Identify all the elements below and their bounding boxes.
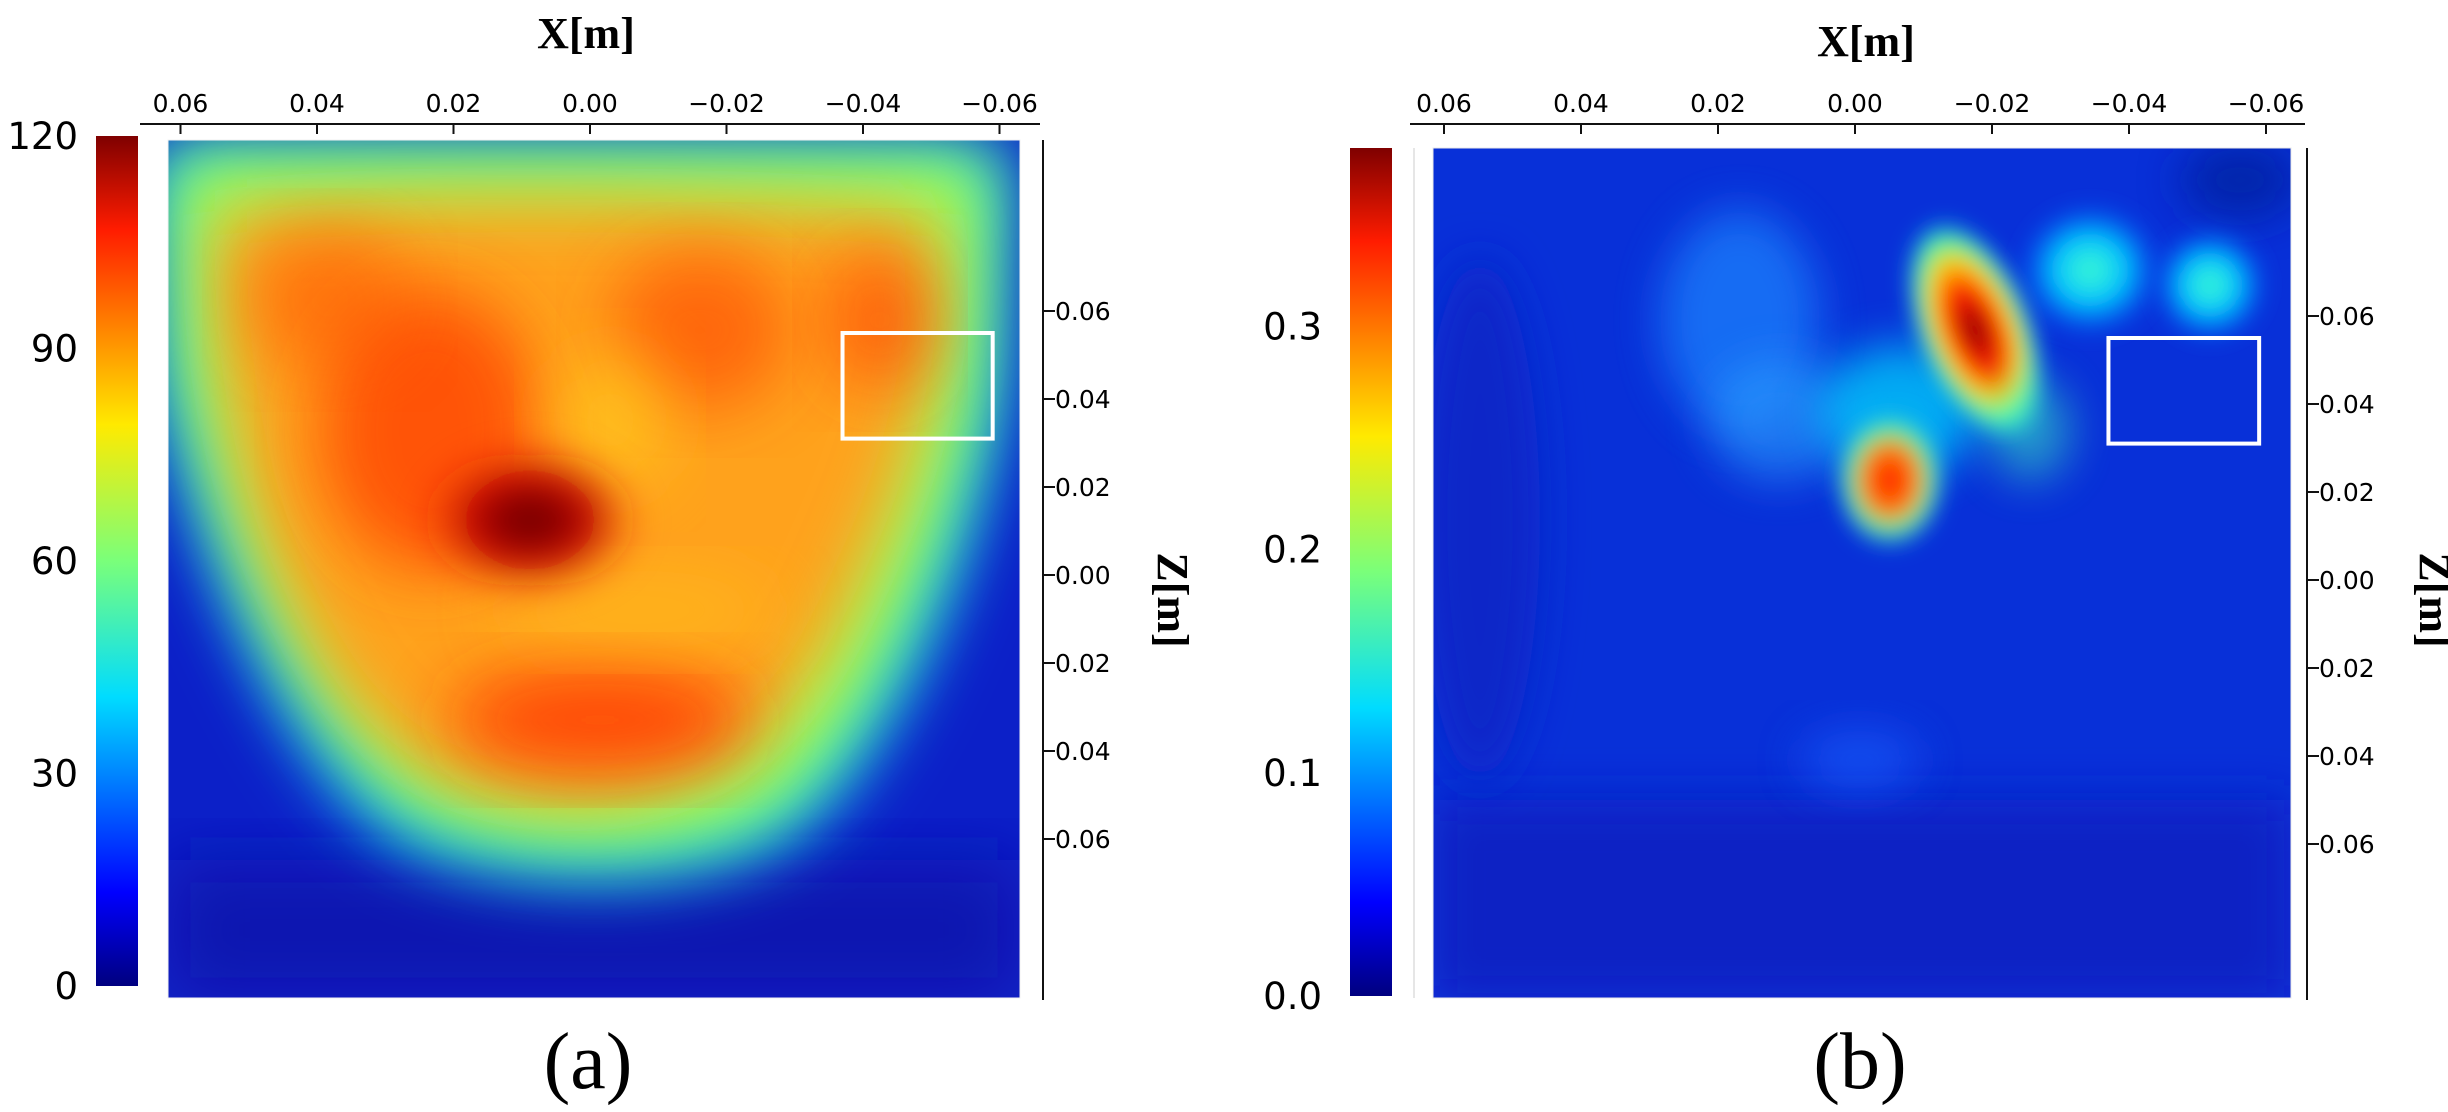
colorbar-tick-label-a: 0: [54, 965, 78, 1008]
colorbar-tick-label-a: 30: [31, 753, 78, 796]
panel-label-b: (b): [1813, 1018, 1906, 1106]
panel-label-a: (a): [544, 1018, 633, 1106]
colorbar-tick-label-a: 120: [7, 115, 78, 158]
z-tick-label-a: 0.02: [1055, 473, 1111, 502]
z-tick-label-b: 0.02: [2319, 654, 2375, 683]
colorbar-tick-label-b: 0.2: [1263, 529, 1322, 572]
x-tick-label-a: 0.00: [562, 89, 618, 118]
x-tick-label-a: −0.02: [688, 89, 765, 118]
z-tick-label-b: 0.06: [2319, 830, 2375, 859]
x-tick-label-a: 0.04: [289, 89, 345, 118]
x-tick-label-a: −0.06: [961, 89, 1038, 118]
colorbar-tick-label-a: 90: [31, 328, 78, 371]
roi-box-a: [840, 331, 995, 441]
z-ticks-b: 0.06 0.04 0.02 0.00 0.02 0.04 0.06: [2307, 302, 2375, 859]
colorbar-ticks-b: 0.0 0.1 0.2 0.3: [1263, 306, 1322, 1018]
z-tick-label-b: 0.02: [2319, 478, 2375, 507]
x-tick-label-b: −0.06: [2228, 89, 2305, 118]
heatmap-b: [1433, 148, 2291, 998]
x-ticks-a: 0.06 0.04 0.02 0.00 −0.02 −0.04 −0.06: [153, 89, 1038, 134]
panel-b: 0.06 0.04 0.02 0.00 −0.02 −0.04 −0.06 X[m] 0.0…: [1263, 17, 2448, 1106]
colorbar-b: [1350, 148, 1392, 996]
x-tick-label-b: 0.04: [1553, 89, 1609, 118]
z-ticks-a: 0.06 0.04 0.02 0.00 0.02 0.04 0.06: [1043, 297, 1111, 854]
z-tick-label-a: 0.04: [1055, 385, 1111, 414]
z-tick-label-a: 0.06: [1055, 297, 1111, 326]
plot-frame-a: [167, 139, 1021, 999]
plot-frame-b: [1432, 147, 2292, 999]
x-tick-label-b: 0.02: [1690, 89, 1746, 118]
colorbar-ticks-a: 0 30 60 90 120: [7, 115, 78, 1008]
z-tick-label-a: 0.04: [1055, 737, 1111, 766]
x-axis-label-b: X[m]: [1817, 17, 1915, 66]
colorbar-tick-label-b: 0.3: [1263, 306, 1322, 349]
roi-box-b: [2106, 336, 2262, 446]
colorbar-tick-label-b: 0.1: [1263, 752, 1322, 795]
colorbar-a: [96, 136, 138, 986]
heatmap-a: [168, 140, 1020, 998]
z-axis-label-a: Z[m]: [1148, 552, 1197, 647]
x-tick-label-b: 0.06: [1416, 89, 1472, 118]
x-axis-label-a: X[m]: [537, 9, 635, 58]
colorbar-tick-label-a: 60: [31, 540, 78, 583]
x-tick-label-b: −0.04: [2091, 89, 2168, 118]
z-tick-label-b: 0.04: [2319, 390, 2375, 419]
z-tick-label-a: 0.02: [1055, 649, 1111, 678]
x-tick-label-b: −0.02: [1954, 89, 2031, 118]
z-tick-label-a: 0.06: [1055, 825, 1111, 854]
z-tick-label-b: 0.04: [2319, 742, 2375, 771]
colorbar-tick-label-b: 0.0: [1263, 975, 1322, 1018]
z-axis-label-b: Z[m]: [2410, 552, 2448, 647]
x-ticks-b: 0.06 0.04 0.02 0.00 −0.02 −0.04 −0.06: [1416, 89, 2304, 134]
z-tick-label-b: 0.00: [2319, 566, 2375, 595]
x-tick-label-a: 0.06: [153, 89, 209, 118]
x-tick-label-b: 0.00: [1827, 89, 1883, 118]
x-tick-label-a: 0.02: [426, 89, 482, 118]
panel-a: 0.06 0.04 0.02 0.00 −0.02 −0.04 −0.06 X[m] 0.0…: [7, 9, 1197, 1106]
x-tick-label-a: −0.04: [825, 89, 902, 118]
z-tick-label-b: 0.06: [2319, 302, 2375, 331]
z-tick-label-a: 0.00: [1055, 561, 1111, 590]
